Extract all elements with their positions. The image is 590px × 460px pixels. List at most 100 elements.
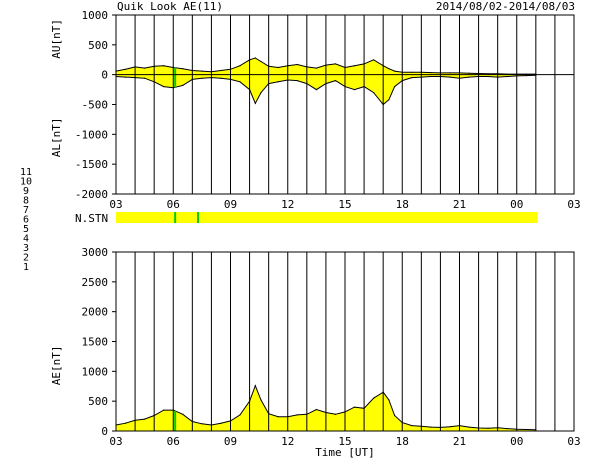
ae-ytick-label-1: 2500 bbox=[82, 276, 109, 289]
al-ylabel: AL[nT] bbox=[50, 117, 63, 157]
ae-point-0-20 bbox=[296, 414, 298, 416]
au-al-point-1-22 bbox=[315, 89, 317, 91]
au-al-frame bbox=[115, 14, 575, 195]
au-al-point-1-43 bbox=[506, 75, 508, 78]
station-legend-item-11: 11 bbox=[20, 167, 32, 178]
au-al-point-1-1 bbox=[124, 76, 127, 78]
au-al-point-0-5 bbox=[163, 65, 165, 67]
ae-point-0-39 bbox=[468, 426, 470, 428]
au-al-xtick-label-1: 06 bbox=[167, 198, 180, 211]
au-al-xtick-label-2: 09 bbox=[224, 198, 237, 211]
au-al-point-0-3 bbox=[144, 67, 146, 69]
au-al-point-1-41 bbox=[487, 75, 489, 78]
ae-xtick-label-6: 21 bbox=[453, 435, 466, 448]
au-al-point-0-9 bbox=[201, 70, 203, 72]
ae-ytick-label-5: 500 bbox=[88, 395, 108, 408]
ae-point-0-43 bbox=[506, 428, 508, 430]
au-al-point-0-39 bbox=[468, 72, 470, 74]
ae-point-0-7 bbox=[182, 413, 184, 415]
au-al-ytick-label-4: -1000 bbox=[75, 128, 108, 141]
station-legend-item-7: 7 bbox=[23, 205, 29, 216]
au-al-xtick-label-6: 21 bbox=[453, 198, 466, 211]
ae-point-0-16 bbox=[260, 399, 262, 401]
au-al-xtick-label-3: 12 bbox=[281, 198, 294, 211]
au-al-point-1-28 bbox=[373, 92, 375, 94]
au-al-point-0-28 bbox=[373, 59, 375, 61]
au-al-xtick-label-0: 03 bbox=[109, 198, 122, 211]
au-al-point-1-3 bbox=[144, 77, 146, 79]
chart-title: Quik Look AE(11) bbox=[117, 0, 223, 13]
ae-point-0-33 bbox=[411, 425, 413, 427]
au-al-point-1-37 bbox=[449, 76, 451, 78]
ae-point-0-31 bbox=[394, 414, 396, 417]
ae-xtick-label-7: 00 bbox=[510, 435, 523, 448]
au-al-point-0-11 bbox=[220, 69, 222, 72]
au-al-point-1-5 bbox=[163, 86, 165, 88]
au-al-point-0-16 bbox=[260, 60, 262, 63]
ae-point-0-9 bbox=[201, 423, 203, 425]
ae-point-0-22 bbox=[315, 408, 317, 411]
ae-point-0-41 bbox=[487, 427, 489, 429]
station-legend-item-3: 3 bbox=[23, 243, 29, 254]
au-al-point-1-13 bbox=[239, 81, 241, 83]
au-al-point-0-35 bbox=[430, 72, 432, 74]
au-al-point-1-45 bbox=[525, 75, 527, 77]
station-legend-item-1: 1 bbox=[23, 262, 29, 273]
au-al-point-0-20 bbox=[296, 63, 298, 66]
ae-xtick-label-4: 15 bbox=[338, 435, 351, 448]
n-stn-label: N.STN bbox=[75, 212, 108, 225]
au-al-xtick-label-7: 00 bbox=[510, 198, 523, 211]
ae-xtick-label-8: 03 bbox=[567, 435, 580, 448]
ae-point-0-3 bbox=[144, 418, 146, 420]
station-legend-item-9: 9 bbox=[23, 186, 29, 197]
au-al-ytick-label-0: 1000 bbox=[82, 9, 109, 22]
au-al-point-0-1 bbox=[124, 68, 127, 70]
au-al-ytick-label-3: -500 bbox=[82, 99, 109, 112]
ae-ytick-label-4: 1000 bbox=[82, 365, 109, 378]
au-al-xtick-label-5: 18 bbox=[396, 198, 409, 211]
au-al-point-1-26 bbox=[353, 89, 356, 91]
ae-ytick-label-2: 2000 bbox=[82, 306, 109, 319]
ae-point-0-13 bbox=[239, 414, 241, 416]
ae-frame bbox=[115, 251, 575, 432]
au-al-point-0-30 bbox=[388, 68, 390, 70]
station-legend-item-5: 5 bbox=[23, 224, 29, 235]
au-al-point-0-22 bbox=[315, 67, 317, 69]
au-al-point-1-15 bbox=[254, 102, 256, 104]
ae-xtick-label-3: 12 bbox=[281, 435, 294, 448]
au-al-ytick-label-1: 500 bbox=[88, 39, 108, 52]
station-legend-item-2: 2 bbox=[23, 253, 29, 264]
au-al-point-1-30 bbox=[388, 99, 390, 101]
au-al-point-1-24 bbox=[334, 80, 337, 82]
n-stn-strip: N.STN bbox=[75, 212, 538, 225]
n-stn-bar bbox=[116, 212, 538, 223]
station-legend-item-10: 10 bbox=[20, 177, 32, 188]
au-al-point-0-7 bbox=[182, 68, 184, 70]
au-al-point-1-20 bbox=[296, 80, 298, 82]
ae-point-0-30 bbox=[388, 399, 390, 401]
ae-point-0-28 bbox=[373, 397, 375, 399]
station-legend-item-6: 6 bbox=[23, 215, 29, 226]
au-al-point-0-33 bbox=[411, 71, 413, 73]
ae-point-0-35 bbox=[430, 426, 432, 428]
au-al-point-1-31 bbox=[394, 86, 396, 88]
ae-point-0-11 bbox=[220, 422, 222, 424]
au-al-point-0-26 bbox=[353, 65, 356, 67]
au-al-xtick-label-4: 15 bbox=[338, 198, 351, 211]
au-al-point-1-18 bbox=[277, 81, 279, 83]
ae-xlabel: Time [UT] bbox=[315, 446, 375, 459]
au-al-point-0-15 bbox=[254, 57, 256, 59]
au-al-point-0-24 bbox=[334, 63, 337, 65]
ae-xtick-label-5: 18 bbox=[396, 435, 409, 448]
ae-xtick-label-1: 06 bbox=[167, 435, 180, 448]
au-al-point-1-9 bbox=[201, 77, 203, 79]
ae-point-0-24 bbox=[334, 413, 337, 415]
ae-ytick-label-6: 0 bbox=[101, 425, 108, 438]
au-al-point-0-13 bbox=[239, 65, 241, 67]
ae-point-0-45 bbox=[525, 428, 527, 431]
au-al-ytick-label-5: -1500 bbox=[75, 158, 108, 171]
